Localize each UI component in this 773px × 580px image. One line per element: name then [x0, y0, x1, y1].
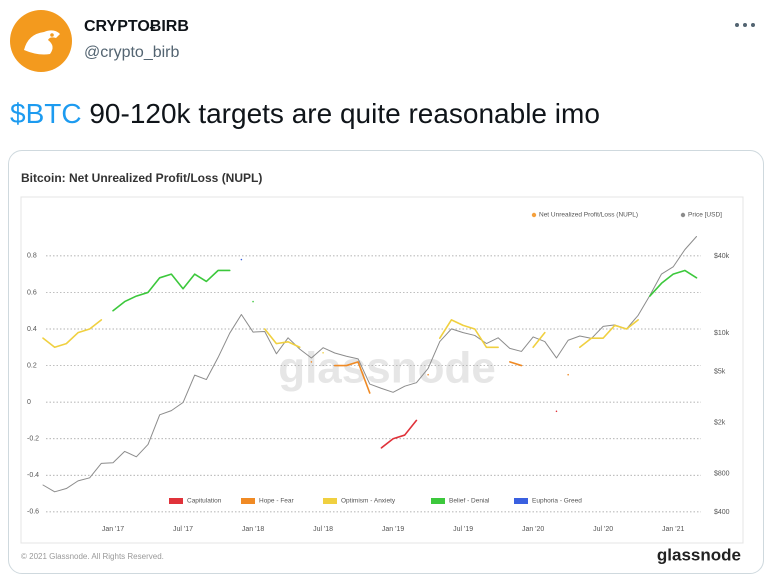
x-tick-label: Jul '18: [313, 526, 333, 533]
price-line: [42, 235, 698, 493]
y-tick-label: 0.2: [27, 362, 37, 369]
legend-swatch: [431, 498, 445, 504]
legend-swatch: [323, 498, 337, 504]
legend-label: Belief - Denial: [449, 498, 490, 505]
legend-dot: [680, 212, 686, 218]
legend-dot: [531, 212, 537, 218]
x-tick-label: Jan '18: [242, 526, 264, 533]
legend-label: Net Unrealized Profit/Loss (NUPL): [539, 212, 638, 219]
chart-title: Bitcoin: Net Unrealized Profit/Loss (NUP…: [21, 171, 262, 185]
y2-tick-label: $10k: [714, 330, 730, 337]
user-handle[interactable]: @crypto_birb: [84, 44, 180, 61]
legend-swatch: [169, 498, 183, 504]
media-card[interactable]: Bitcoin: Net Unrealized Profit/Loss (NUP…: [8, 150, 764, 574]
x-tick-label: Jan '19: [382, 526, 404, 533]
legend-label: Price [USD]: [688, 212, 722, 219]
y-tick-label: 0.4: [27, 326, 37, 333]
x-tick-label: Jul '20: [593, 526, 613, 533]
y-tick-label: 0.8: [27, 253, 37, 260]
chart-frame: [20, 196, 744, 544]
chart: Bitcoin: Net Unrealized Profit/Loss (NUP…: [20, 171, 744, 564]
tweet-body: 90-120k targets are quite reasonable imo: [89, 98, 600, 129]
nupl-line: [380, 410, 558, 449]
brand-logo: glassnode: [657, 545, 741, 564]
copyright: © 2021 Glassnode. All Rights Reserved.: [21, 552, 164, 561]
y-tick-label: 0: [27, 399, 31, 406]
legend-label: Hope - Fear: [259, 498, 295, 505]
x-tick-label: Jan '21: [662, 526, 684, 533]
y2-tick-label: $800: [714, 470, 730, 477]
x-tick-label: Jul '19: [453, 526, 473, 533]
watermark: glassnode: [278, 344, 496, 393]
y-tick-label: -0.4: [27, 472, 39, 479]
y2-tick-label: $40k: [714, 253, 730, 260]
y2-tick-label: $2k: [714, 419, 726, 426]
cashtag[interactable]: $BTC: [10, 98, 82, 129]
nupl-line: [112, 269, 698, 312]
x-tick-label: Jul '17: [173, 526, 193, 533]
y2-tick-label: $400: [714, 509, 730, 516]
legend-label: Capitulation: [187, 498, 222, 505]
legend-swatch: [241, 498, 255, 504]
user-name[interactable]: CRYPTOɃIRB: [84, 18, 189, 35]
y-tick-label: 0.6: [27, 289, 37, 296]
y-tick-label: -0.2: [27, 436, 39, 443]
more-menu[interactable]: [733, 18, 757, 32]
nupl-line: [310, 361, 569, 394]
avatar[interactable]: [10, 10, 72, 72]
y-tick-label: -0.6: [27, 509, 39, 516]
legend-swatch: [514, 498, 528, 504]
y2-tick-label: $5k: [714, 369, 726, 376]
nupl-line: [42, 319, 639, 354]
x-tick-label: Jan '20: [522, 526, 544, 533]
tweet-text: $BTC 90-120k targets are quite reasonabl…: [10, 98, 600, 130]
x-tick-label: Jan '17: [102, 526, 124, 533]
legend-label: Euphoria - Greed: [532, 498, 582, 505]
legend-label: Optimism - Anxiety: [341, 498, 396, 505]
